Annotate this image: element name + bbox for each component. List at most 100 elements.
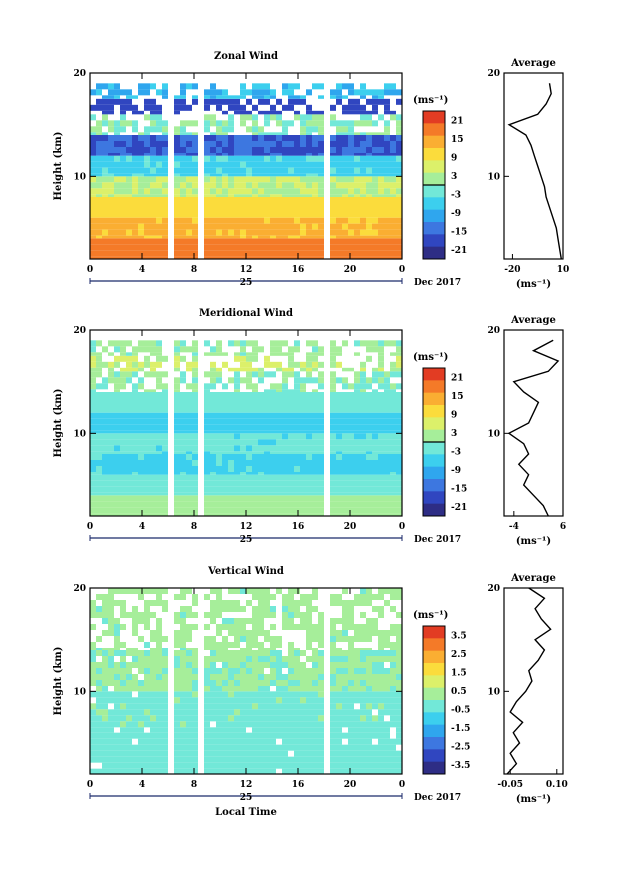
heatmap-cell bbox=[354, 235, 360, 239]
heatmap-cell bbox=[162, 182, 168, 189]
heatmap-cell bbox=[156, 451, 162, 454]
heatmap-cell bbox=[282, 732, 288, 739]
heatmap-cell bbox=[252, 721, 258, 728]
heatmap-cell bbox=[300, 709, 306, 716]
heatmap-cell bbox=[300, 501, 306, 508]
heatmap-cell bbox=[96, 430, 102, 434]
heatmap-cell bbox=[132, 155, 138, 162]
heatmap-cell bbox=[276, 451, 282, 454]
heatmap-cell bbox=[150, 686, 156, 692]
heatmap-cell bbox=[288, 120, 294, 127]
heatmap-cell bbox=[174, 594, 180, 600]
heatmap-cell bbox=[246, 656, 252, 662]
heatmap-cell bbox=[174, 709, 180, 716]
heatmap-cell bbox=[252, 155, 258, 162]
heatmap-cell bbox=[156, 474, 162, 481]
heatmap-cell bbox=[138, 398, 144, 404]
heatmap-cell bbox=[216, 650, 222, 656]
heatmap-cell bbox=[282, 454, 288, 460]
heatmap-cell bbox=[114, 173, 120, 177]
heatmap-cell bbox=[186, 697, 192, 704]
heatmap-cell bbox=[348, 451, 354, 454]
heatmap-cell bbox=[336, 361, 342, 368]
heatmap-cell bbox=[366, 697, 372, 704]
heatmap-cell bbox=[306, 126, 312, 133]
heatmap-cell bbox=[288, 472, 294, 475]
heatmap-cell bbox=[342, 732, 348, 739]
profile-y-tick-label: 10 bbox=[487, 687, 500, 697]
heatmap-cell bbox=[126, 680, 132, 686]
heatmap-cell bbox=[90, 135, 96, 141]
heatmap-cell bbox=[126, 588, 132, 594]
heatmap-cell bbox=[156, 194, 162, 197]
heatmap-cell bbox=[216, 680, 222, 686]
heatmap-cell bbox=[252, 738, 258, 745]
heatmap-cell bbox=[174, 636, 180, 642]
heatmap-cell bbox=[102, 188, 108, 195]
heatmap-cell bbox=[294, 141, 300, 147]
heatmap-cell bbox=[222, 715, 228, 722]
heatmap-cell bbox=[390, 389, 396, 392]
heatmap-cell bbox=[138, 223, 144, 230]
heatmap-cell bbox=[390, 507, 396, 514]
heatmap-cell bbox=[132, 721, 138, 728]
heatmap-cell bbox=[258, 750, 264, 757]
heatmap-cell bbox=[378, 155, 384, 162]
heatmap-cell bbox=[210, 244, 216, 251]
heatmap-cell bbox=[270, 104, 276, 111]
heatmap-cell bbox=[342, 244, 348, 251]
heatmap-cell bbox=[96, 217, 102, 224]
heatmap-cell bbox=[252, 197, 258, 203]
heatmap-cell bbox=[360, 513, 366, 516]
heatmap-cell bbox=[186, 513, 192, 516]
heatmap-cell bbox=[354, 141, 360, 147]
heatmap-cell bbox=[396, 114, 402, 121]
heatmap-cell bbox=[396, 176, 402, 183]
heatmap-cell bbox=[282, 474, 288, 481]
heatmap-cell bbox=[180, 346, 186, 353]
heatmap-cell bbox=[330, 389, 336, 392]
heatmap-cell bbox=[222, 460, 228, 466]
heatmap-cell bbox=[144, 703, 150, 710]
heatmap-cell bbox=[150, 600, 156, 606]
heatmap-cell bbox=[222, 697, 228, 704]
heatmap-cell bbox=[396, 433, 402, 440]
heatmap-cell bbox=[330, 691, 336, 698]
heatmap-cell bbox=[240, 686, 246, 692]
heatmap-cell bbox=[306, 454, 312, 460]
heatmap-cell bbox=[114, 650, 120, 656]
heatmap-cell bbox=[228, 430, 234, 434]
heatmap-cell bbox=[150, 188, 156, 195]
heatmap-cell bbox=[384, 104, 390, 111]
heatmap-cell bbox=[264, 750, 270, 757]
heatmap-cell bbox=[174, 445, 180, 452]
heatmap-cell bbox=[252, 756, 258, 763]
heatmap-cell bbox=[264, 686, 270, 692]
heatmap-cell bbox=[252, 367, 258, 372]
heatmap-cell bbox=[294, 135, 300, 141]
heatmap-cell bbox=[330, 594, 336, 600]
heatmap-cell bbox=[252, 104, 258, 111]
heatmap-cell bbox=[234, 686, 240, 692]
heatmap-cell bbox=[366, 418, 372, 425]
heatmap-cell bbox=[210, 95, 216, 99]
heatmap-cell bbox=[318, 454, 324, 460]
heatmap-cell bbox=[282, 132, 288, 135]
heatmap-cell bbox=[288, 703, 294, 710]
heatmap-cell bbox=[114, 507, 120, 514]
heatmap-cell bbox=[330, 244, 336, 251]
heatmap-cell bbox=[180, 727, 186, 733]
heatmap-cell bbox=[156, 430, 162, 434]
heatmap-cell bbox=[186, 686, 192, 692]
heatmap-cell bbox=[246, 215, 252, 218]
heatmap-cell bbox=[306, 709, 312, 716]
heatmap-cell bbox=[156, 197, 162, 203]
heatmap-cell bbox=[234, 173, 240, 177]
heatmap-cell bbox=[378, 768, 384, 774]
heatmap-cell bbox=[390, 383, 396, 390]
heatmap-cell bbox=[210, 412, 216, 419]
heatmap-cell bbox=[258, 244, 264, 251]
heatmap-cell bbox=[210, 668, 216, 674]
heatmap-cell bbox=[342, 340, 348, 347]
heatmap-cell bbox=[174, 367, 180, 372]
